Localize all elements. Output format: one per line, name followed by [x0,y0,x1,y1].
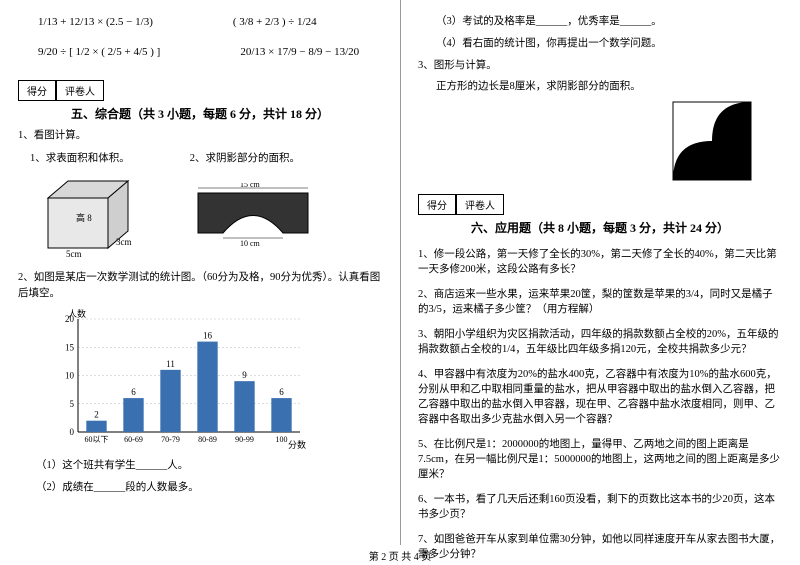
score-cell: 得分 [418,194,456,215]
svg-text:人数: 人数 [68,308,86,319]
formula-2a: 9/20 ÷ [ 1/2 × ( 2/5 + 4/5 ) ] [38,46,160,58]
svg-text:2: 2 [94,410,99,420]
bar-chart: 05101520人数分数260以下660-691170-791680-89990… [48,307,308,452]
q2-1: （1）这个班共有学生______人。 [36,458,382,474]
svg-text:60以下: 60以下 [85,435,109,444]
arch-figure: 15 cm 10 cm [188,183,318,248]
svg-text:5cm: 5cm [66,249,82,258]
aq5: 5、在比例尺是1：2000000的地图上，量得甲、乙两地之间的图上距离是7.5c… [418,436,782,481]
q2-3: （3）考试的及格率是______，优秀率是______。 [436,14,782,30]
q2-2: （2）成绩在______段的人数最多。 [36,480,382,496]
svg-text:15: 15 [65,343,75,353]
aq2: 2、商店运来一些水果，运来苹果20筐，梨的筐数是苹果的3/4，同时又是橘子的3/… [418,286,782,316]
cuboid-figure: 高 8 5cm 3cm [38,173,148,258]
q3a: 正方形的边长是8厘米，求阴影部分的面积。 [436,79,782,95]
svg-text:3cm: 3cm [116,237,132,247]
q2: 2、如图是某店一次数学测试的统计图。（60分为及格，90分为优秀）。认真看图后填… [18,270,382,302]
square-shade-figure [672,101,752,181]
formula-2b: 20/13 × 17/9 − 8/9 − 13/20 [240,46,359,58]
page-footer: 第 2 页 共 4 页 [0,548,800,563]
svg-text:6: 6 [131,387,136,397]
q1b: 2、求阴影部分的面积。 [190,150,300,165]
score-box-6: 得分 评卷人 [418,194,782,215]
svg-text:0: 0 [70,427,75,437]
formula-1b: ( 3/8 + 2/3 ) ÷ 1/24 [233,16,317,28]
svg-text:5: 5 [70,399,75,409]
column-divider [400,0,401,545]
formula-1a: 1/13 + 12/13 × (2.5 − 1/3) [38,16,153,28]
svg-text:16: 16 [203,331,213,341]
svg-text:80-89: 80-89 [198,435,217,444]
aq4: 4、甲容器中有浓度为20%的盐水400克，乙容器中有浓度为10%的盐水600克，… [418,366,782,426]
svg-text:15 cm: 15 cm [240,183,261,189]
q3: 3、图形与计算。 [418,58,782,74]
q2-4: （4）看右面的统计图，你再提出一个数学问题。 [436,36,782,52]
svg-text:100: 100 [276,435,288,444]
section-5-title: 五、综合题（共 3 小题，每题 6 分，共计 18 分） [18,105,382,122]
q1: 1、看图计算。 [18,128,382,144]
svg-text:10 cm: 10 cm [240,239,261,248]
svg-text:11: 11 [166,359,175,369]
svg-text:6: 6 [279,387,284,397]
svg-text:分数: 分数 [288,439,306,450]
section-6-title: 六、应用题（共 8 小题，每题 3 分，共计 24 分） [418,219,782,236]
svg-text:10: 10 [65,371,75,381]
svg-text:90-99: 90-99 [235,435,254,444]
aq1: 1、修一段公路，第一天修了全长的30%，第二天修了全长的40%，第二天比第一天多… [418,246,782,276]
score-box-5: 得分 评卷人 [18,80,382,101]
svg-text:70-79: 70-79 [161,435,180,444]
score-cell: 得分 [18,80,56,101]
svg-text:高 8: 高 8 [76,212,92,223]
q1a: 1、求表面积和体积。 [30,150,130,165]
aq3: 3、朝阳小学组织为灾区捐款活动，四年级的捐款数额占全校的20%，五年级的捐款数额… [418,326,782,356]
grader-cell: 评卷人 [456,194,504,215]
svg-text:60-69: 60-69 [124,435,143,444]
grader-cell: 评卷人 [56,80,104,101]
aq6: 6、一本书，看了几天后还剩160页没看，剩下的页数比这本书的少20页，这本书多少… [418,491,782,521]
svg-text:9: 9 [242,370,247,380]
